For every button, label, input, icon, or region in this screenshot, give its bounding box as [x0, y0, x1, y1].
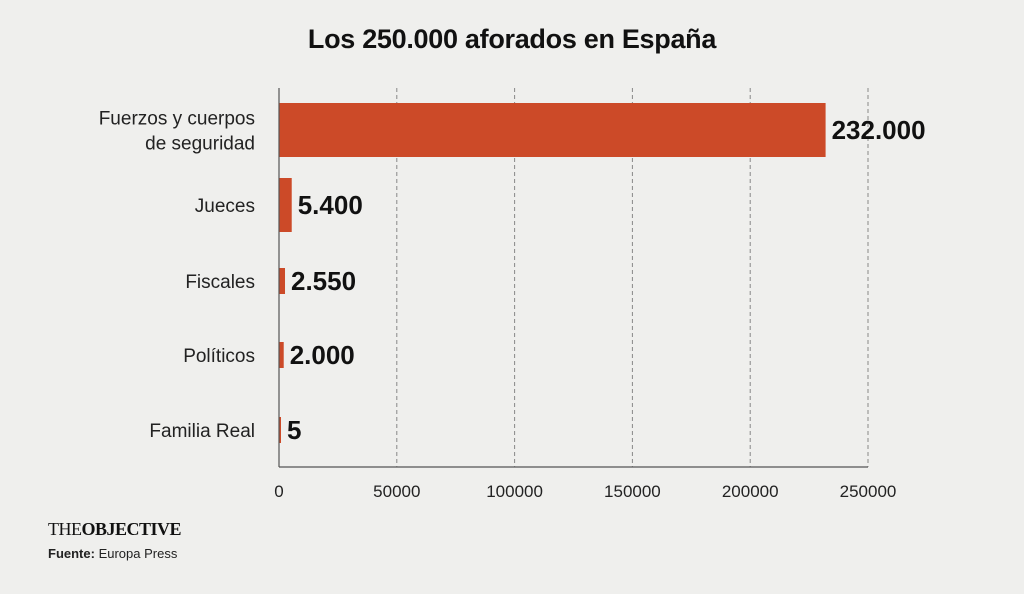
- x-tick-label: 200000: [722, 482, 779, 501]
- source-line: Fuente: Europa Press: [48, 546, 177, 561]
- value-label: 232.000: [832, 115, 926, 145]
- x-tick-label: 0: [274, 482, 283, 501]
- bars: [279, 103, 826, 443]
- x-tick-label: 250000: [840, 482, 897, 501]
- category-label: Jueces: [195, 196, 255, 217]
- category-label: Fiscales: [185, 272, 255, 293]
- category-label: Fuerzos y cuerpos: [99, 109, 255, 130]
- value-label: 2.550: [291, 266, 356, 296]
- brand-part2: OBJECTIVE: [81, 519, 182, 539]
- bar: [279, 178, 292, 232]
- bar: [279, 268, 286, 294]
- brand-logo: THEOBJECTIVE: [48, 519, 182, 540]
- x-tick-label: 50000: [373, 482, 420, 501]
- category-label: Políticos: [183, 346, 255, 367]
- bar: [279, 417, 281, 443]
- category-label: Familia Real: [149, 421, 255, 442]
- source-value: Europa Press: [98, 546, 178, 561]
- value-label: 5: [287, 415, 301, 445]
- source-label: Fuente:: [48, 546, 95, 561]
- brand-part1: THE: [48, 519, 82, 539]
- x-tick-label: 150000: [604, 482, 661, 501]
- value-label: 5.400: [298, 190, 363, 220]
- bar: [279, 342, 284, 368]
- axes: [278, 88, 868, 468]
- x-tick-label: 100000: [486, 482, 543, 501]
- chart-title: Los 250.000 aforados en España: [307, 24, 717, 54]
- value-label: 2.000: [290, 340, 355, 370]
- bar: [279, 103, 826, 157]
- labels: 0 50000 100000 150000 200000 250000 Fuerzos y …: [99, 109, 926, 502]
- category-label: de seguridad: [145, 134, 255, 155]
